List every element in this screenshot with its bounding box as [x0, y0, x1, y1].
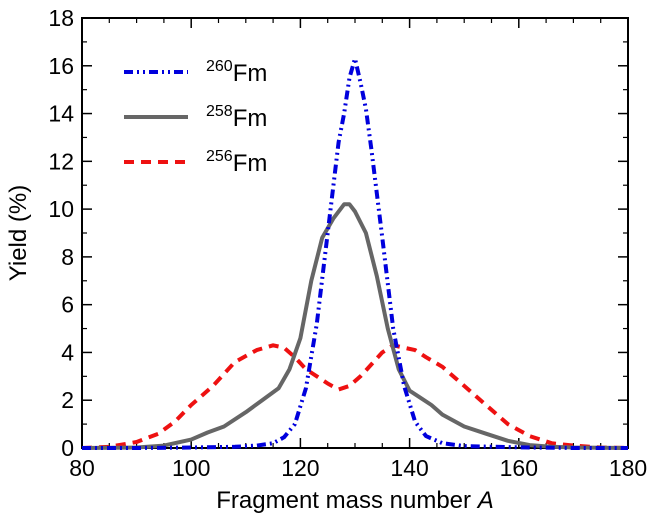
legend-label-260fm: 260Fm	[206, 58, 267, 87]
legend-mass-number: 256	[206, 148, 233, 165]
y-tick-label: 12	[48, 148, 74, 174]
x-tick-label: 80	[69, 455, 95, 481]
series-line-260fm	[82, 56, 628, 450]
x-axis-label-variable: A	[476, 487, 494, 514]
legend-mass-number: 258	[206, 103, 233, 120]
legend-element: Fm	[233, 105, 268, 132]
series-line-258fm	[81, 202, 629, 450]
x-axis-label-text: Fragment mass number	[216, 487, 471, 514]
legend-element: Fm	[233, 150, 268, 177]
y-tick-label: 18	[48, 5, 74, 31]
y-tick-label: 14	[48, 101, 74, 127]
x-tick-label: 160	[500, 455, 538, 481]
legend-label-258fm: 258Fm	[206, 103, 267, 132]
x-tick-label: 120	[281, 455, 319, 481]
x-axis-label: Fragment mass number A	[216, 487, 493, 514]
tick-labels: 80 100 120 140 160 180 0 2 4 6 8 10 12 14 16 18	[48, 5, 647, 481]
series-line-256fm	[81, 343, 629, 450]
y-tick-label: 0	[61, 435, 74, 461]
y-tick-label: 2	[61, 387, 74, 413]
legend-element: Fm	[233, 60, 268, 87]
y-tick-label: 6	[61, 292, 74, 318]
x-tick-label: 140	[390, 455, 428, 481]
series-layer	[81, 56, 629, 450]
y-tick-label: 10	[48, 196, 74, 222]
x-tick-label: 180	[609, 455, 647, 481]
legend-mass-number: 260	[206, 58, 233, 75]
y-tick-label: 8	[61, 244, 74, 270]
y-tick-label: 16	[48, 53, 74, 79]
legend-label-256fm: 256Fm	[206, 148, 267, 177]
y-axis-label: Yield (%)	[5, 185, 32, 281]
x-tick-label: 100	[172, 455, 210, 481]
y-tick-label: 4	[61, 339, 74, 365]
